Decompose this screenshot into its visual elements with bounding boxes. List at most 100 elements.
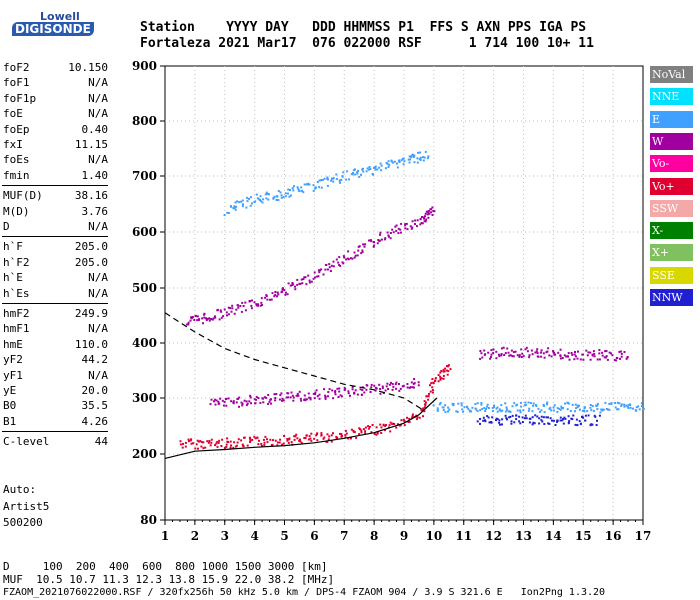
trace-point (287, 396, 290, 399)
trace-point (280, 196, 283, 199)
trace-point (359, 428, 361, 431)
trace-point (291, 394, 294, 397)
trace-point (480, 401, 483, 404)
trace-point (362, 167, 364, 170)
trace-point (403, 419, 406, 422)
trace-point (288, 437, 291, 440)
trace-point (605, 408, 608, 410)
trace-point (293, 438, 296, 441)
trace-point (483, 349, 486, 352)
trace-point (600, 408, 603, 411)
trace-point (237, 306, 240, 309)
x-tick-label: 6 (310, 529, 318, 543)
param-name: hmF2 (3, 307, 30, 320)
trace-point (290, 194, 292, 197)
trace-point (490, 421, 493, 424)
param-name: foEs (3, 153, 30, 167)
trace-point (266, 193, 269, 195)
trace-point (253, 435, 256, 438)
trace-point (305, 398, 308, 401)
trace-point (509, 415, 512, 418)
x-tick-label: 9 (400, 529, 408, 543)
trace-point (339, 181, 342, 184)
trace-point (404, 224, 407, 227)
trace-point (208, 440, 211, 442)
trace-point (495, 357, 498, 360)
trace-point (242, 203, 244, 206)
trace-point (313, 271, 316, 274)
trace-point (540, 419, 543, 422)
trace-point (523, 417, 526, 420)
trace-point (543, 423, 546, 425)
trace-point (294, 285, 296, 288)
trace-point (227, 441, 230, 443)
legend-item-nne: NNE (650, 88, 693, 106)
trace-point (548, 407, 551, 410)
trace-point (582, 353, 584, 356)
trace-point (307, 182, 310, 185)
trace-point (289, 284, 292, 287)
param-name: yE (3, 384, 17, 397)
trace-point (396, 162, 398, 165)
trace-point (195, 443, 198, 446)
x-tick-label: 4 (250, 529, 258, 543)
param-md: M(D) 3.76 (3, 204, 108, 219)
trace-point (361, 250, 364, 253)
trace-point (265, 295, 268, 298)
trace-point (205, 319, 208, 321)
param-yf1: yF1 N/A (3, 368, 108, 383)
trace-point (452, 403, 455, 406)
trace-point (480, 352, 483, 355)
trace-point (524, 348, 527, 351)
trace-point (540, 415, 543, 418)
trace-point (214, 316, 217, 319)
trace-point (409, 158, 411, 161)
trace-point (303, 394, 306, 397)
trace-point (591, 423, 594, 426)
param-value: 44 (94, 435, 108, 449)
trace-point (475, 408, 478, 411)
trace-point (255, 304, 258, 307)
trace-point (276, 444, 279, 447)
trace-point (181, 446, 184, 449)
trace-point (272, 439, 274, 442)
trace-point (479, 418, 481, 420)
trace-point (625, 357, 628, 360)
trace-point (466, 405, 469, 408)
trace-point (406, 383, 409, 385)
trace-point (215, 399, 218, 402)
trace-point (515, 418, 518, 421)
trace-point (253, 201, 256, 203)
trace-point (323, 177, 326, 180)
trace-point (227, 313, 230, 316)
trace-point (328, 435, 331, 438)
trace-point (338, 256, 341, 259)
trace-point (290, 441, 293, 444)
trace-point (524, 414, 527, 417)
trace-point (395, 426, 398, 429)
trace-point (640, 402, 643, 405)
trace-point (246, 200, 249, 203)
param-value: 205.0 (74, 255, 108, 269)
trace-point (391, 388, 394, 391)
trace-point (229, 446, 232, 449)
trace-point (368, 425, 371, 428)
trace-point (520, 348, 523, 351)
trace-point (309, 437, 312, 440)
trace-point (360, 429, 363, 432)
trace-point (294, 288, 297, 291)
trace-point (226, 211, 229, 214)
trace-point (272, 197, 275, 200)
trace-point (261, 201, 264, 204)
trace-point (271, 292, 274, 295)
trace-point (614, 406, 617, 409)
trace-point (284, 293, 287, 296)
trace-point (417, 151, 419, 154)
trace-point (638, 408, 641, 411)
solid-curve (164, 397, 438, 459)
trace-point (385, 385, 388, 388)
trace-point (542, 352, 545, 355)
legend-item-x: X+ (650, 244, 693, 262)
trace-point (307, 438, 310, 441)
param-separator (2, 185, 108, 187)
